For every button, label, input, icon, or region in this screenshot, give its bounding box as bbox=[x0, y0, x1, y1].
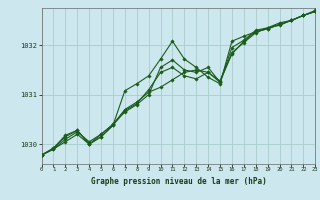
X-axis label: Graphe pression niveau de la mer (hPa): Graphe pression niveau de la mer (hPa) bbox=[91, 177, 266, 186]
